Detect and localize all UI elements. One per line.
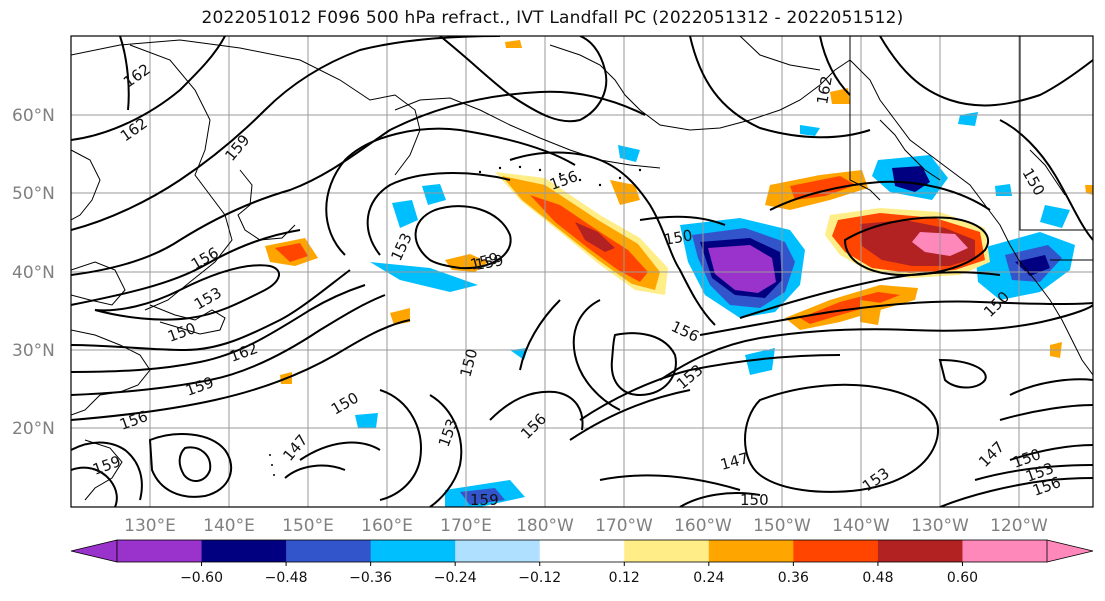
- contour-label: 150: [740, 491, 769, 509]
- lat-tick: 20°N: [12, 419, 55, 439]
- lat-tick: 50°N: [12, 184, 55, 204]
- latitude-ticks: 60°N 50°N 40°N 30°N 20°N: [12, 106, 55, 439]
- colorbar: −0.60 −0.48 −0.36 −0.24 −0.12 0.12 0.24 0.36 0.4…: [70, 539, 1094, 586]
- lon-tick: 160°E: [361, 516, 413, 536]
- lon-tick: 120°W: [990, 516, 1048, 536]
- lon-tick: 140°E: [203, 516, 255, 536]
- colorbar-segment: [962, 540, 1048, 562]
- colorbar-segment: [877, 540, 963, 562]
- coastlines: [71, 36, 1093, 501]
- lon-tick: 130°W: [911, 516, 969, 536]
- shaded-fields: [265, 40, 1093, 507]
- colorbar-over-arrow: [1046, 539, 1094, 563]
- colorbar-segment: [708, 540, 794, 562]
- colorbar-tick-label: 0.12: [609, 570, 640, 586]
- colorbar-tick-label: 0.24: [693, 570, 724, 586]
- colorbar-segment: [286, 540, 372, 562]
- lon-tick: 130°E: [124, 516, 176, 536]
- colorbar-tick-label: −0.48: [265, 570, 308, 586]
- map-title: 2022051012 F096 500 hPa refract., IVT La…: [201, 8, 904, 28]
- lon-tick: 140°W: [832, 516, 890, 536]
- lon-tick: 150°E: [282, 516, 334, 536]
- colorbar-segment: [201, 540, 287, 562]
- colorbar-segment: [624, 540, 710, 562]
- colorbar-tick-label: 0.48: [862, 570, 893, 586]
- lon-tick: 180°W: [516, 516, 574, 536]
- lon-tick: 160°W: [674, 516, 732, 536]
- lat-tick: 40°N: [12, 263, 55, 283]
- contour-label: 150: [663, 226, 694, 249]
- longitude-ticks: 130°E 140°E 150°E 160°E 170°E 180°W 170°…: [124, 516, 1048, 536]
- colorbar-segment: [793, 540, 879, 562]
- lon-tick: 170°W: [595, 516, 653, 536]
- colorbar-tick-label: 0.60: [947, 570, 978, 586]
- colorbar-segment: [539, 540, 625, 562]
- lat-tick: 30°N: [12, 341, 55, 361]
- lon-tick: 170°E: [440, 516, 492, 536]
- colorbar-segment: [370, 540, 456, 562]
- colorbar-segment: [117, 540, 203, 562]
- contour-label: 162: [813, 74, 836, 105]
- colorbar-tick-label: −0.36: [349, 570, 392, 586]
- colorbar-under-arrow: [70, 539, 118, 563]
- colorbar-segment: [455, 540, 541, 562]
- lat-tick: 60°N: [12, 106, 55, 126]
- colorbar-tick-label: 0.36: [778, 570, 809, 586]
- colorbar-tick-label: −0.60: [180, 570, 223, 586]
- lon-tick: 150°W: [753, 516, 811, 536]
- map-frame: [70, 35, 1094, 508]
- colorbar-tick-label: −0.12: [518, 570, 561, 586]
- colorbar-tick-label: −0.24: [434, 570, 477, 586]
- aleutian-islands: [269, 165, 642, 476]
- contour-label: 159: [470, 491, 499, 509]
- contour-lines: [71, 36, 1093, 507]
- contour-label: 159: [474, 251, 505, 274]
- colorbar-frame: [116, 539, 1048, 563]
